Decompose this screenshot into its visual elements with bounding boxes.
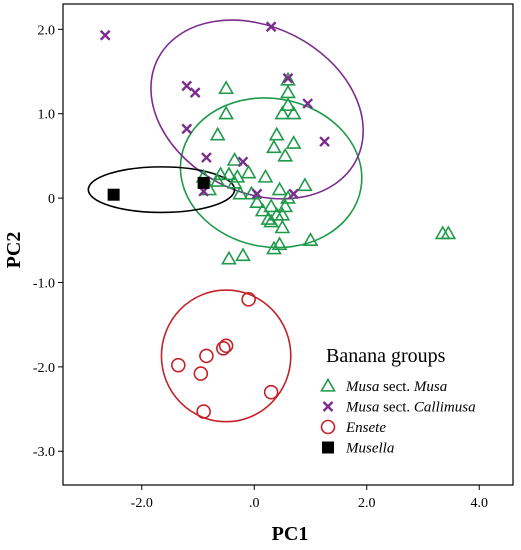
x-point <box>201 152 212 163</box>
x-axis-title: PC1 <box>272 523 309 545</box>
triangle-point <box>226 152 243 166</box>
triangle-point <box>274 219 291 234</box>
triangle-point <box>209 126 226 141</box>
x-tick-label: -2.0 <box>131 496 153 511</box>
triangle-point <box>240 164 257 179</box>
y-tick-label: 1.0 <box>38 108 56 123</box>
x-point <box>265 21 277 33</box>
triangle-point <box>302 232 319 246</box>
triangle-point <box>218 80 235 95</box>
x-point <box>319 136 330 147</box>
circle-point <box>196 404 211 419</box>
triangle-point <box>221 166 237 181</box>
triangle-point <box>263 198 280 213</box>
series-ensete <box>171 292 279 419</box>
square-point <box>107 188 120 201</box>
x-tick-label: 2.0 <box>358 496 376 511</box>
triangle-point <box>271 181 288 196</box>
triangle-point <box>277 198 294 213</box>
triangle-point <box>268 126 285 141</box>
legend-marker-circle <box>320 419 336 435</box>
x-point <box>251 188 263 200</box>
y-tick-label: 0 <box>48 192 55 207</box>
triangle-point <box>266 139 282 154</box>
triangle-point <box>296 177 313 192</box>
legend-marker-x <box>322 401 334 412</box>
triangle-point <box>280 84 296 99</box>
legend-marker-square <box>322 441 334 454</box>
circle-point <box>263 384 279 400</box>
triangle-point <box>280 97 296 111</box>
ellipse-musa-sect-callimusa <box>150 19 364 200</box>
confidence-ellipses <box>87 19 364 423</box>
triangle-point <box>263 213 280 228</box>
y-tick-label: -2.0 <box>33 361 55 376</box>
x-tick-label: 4.0 <box>471 496 489 511</box>
triangle-point <box>285 105 302 120</box>
triangle-point <box>235 247 251 262</box>
series-musella <box>107 176 210 201</box>
legend-entry-label: Musa sect. Musa <box>345 379 447 395</box>
triangle-point <box>277 147 294 162</box>
plot-frame <box>62 3 514 486</box>
triangle-point <box>212 166 229 181</box>
triangle-point <box>221 250 237 265</box>
triangle-point <box>266 240 282 255</box>
triangle-point <box>440 225 457 240</box>
circle-point <box>218 338 234 354</box>
legend-entry-label: Musa sect. Callimusa <box>345 400 476 416</box>
x-point <box>189 87 201 98</box>
legend-entry-label: Ensete <box>345 420 386 436</box>
circle-point <box>241 292 256 307</box>
triangle-point <box>232 185 249 200</box>
x-point <box>181 123 193 135</box>
x-point <box>282 72 294 84</box>
triangle-point <box>218 105 235 120</box>
x-point <box>237 156 249 168</box>
circle-point <box>171 357 186 373</box>
square-point <box>197 176 210 189</box>
triangle-point <box>249 194 265 208</box>
ellipse-musella <box>87 166 236 214</box>
y-axis-title: PC2 <box>3 232 25 269</box>
circle-point <box>193 366 209 381</box>
legend-entry-label: Musella <box>345 441 394 457</box>
triangle-point <box>274 105 291 120</box>
triangle-point <box>209 173 226 187</box>
series-musa-sect-musa <box>195 71 457 265</box>
y-tick-label: -1.0 <box>33 276 55 291</box>
legend-marker-triangle <box>320 377 336 392</box>
x-point <box>288 188 299 200</box>
x-tick-label: .0 <box>249 496 260 511</box>
x-point <box>302 98 314 109</box>
y-tick-label: 2.0 <box>38 23 56 38</box>
legend-title: Banana groups <box>326 345 446 367</box>
triangle-point <box>271 236 288 251</box>
series-musa-sect-callimusa <box>99 21 330 200</box>
data-points <box>99 21 457 419</box>
triangle-point <box>257 168 274 183</box>
axis-ticks: -2.0 .0 2.0 4.0 2.0 1.0 0 -1.0 -2.0 -3.0 <box>33 23 488 511</box>
x-point <box>99 29 111 41</box>
triangle-point <box>285 135 302 149</box>
ellipse-ensete <box>160 289 292 423</box>
ellipse-musa-sect-musa <box>179 97 363 249</box>
triangle-point <box>229 168 246 183</box>
circle-point <box>199 348 214 364</box>
legend: Banana groups Musa sect. Musa Musa sect. … <box>320 345 476 457</box>
triangle-point <box>280 71 296 86</box>
x-point <box>181 80 193 92</box>
y-tick-label: -3.0 <box>33 445 55 460</box>
circle-point <box>216 340 231 356</box>
